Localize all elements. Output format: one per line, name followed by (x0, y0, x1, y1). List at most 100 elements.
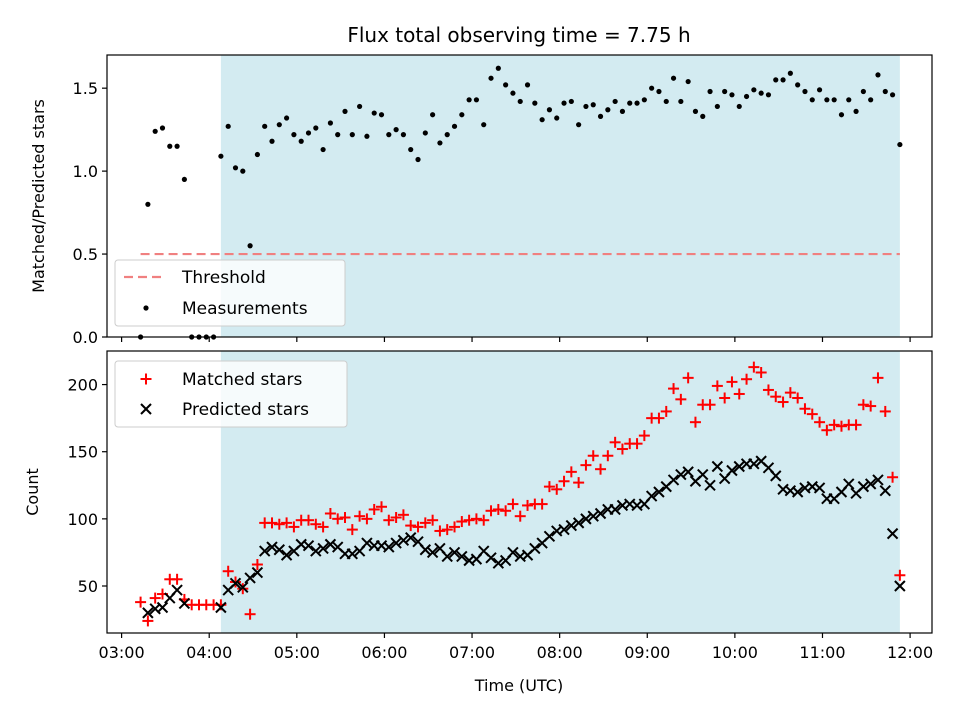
measurement-point (561, 100, 567, 106)
measurement-point (349, 132, 355, 138)
predicted-star-point (229, 577, 242, 590)
measurement-point (663, 98, 669, 105)
measurement-point (765, 92, 772, 98)
matched-star-point (616, 443, 628, 455)
matched-star-point (149, 592, 161, 604)
matched-star-point (266, 517, 278, 529)
measurement-point (576, 122, 582, 128)
measurement-point (853, 108, 859, 114)
matched-star-point (887, 471, 899, 483)
measurement-point (685, 78, 691, 85)
measurement-point (284, 115, 290, 121)
measurement-point (568, 98, 574, 105)
measurement-point (743, 93, 750, 100)
matched-star-point (770, 391, 782, 403)
matched-star-point (682, 372, 694, 384)
y-tick-label: 0.5 (73, 245, 98, 264)
x-tick-label: 08:00 (537, 643, 583, 662)
measurement-point (291, 132, 297, 138)
predicted-star-point (397, 534, 410, 547)
legend-predicted-label: Predicted stars (182, 400, 309, 420)
y-tick-label: 200 (67, 376, 98, 395)
measurement-point (889, 92, 896, 98)
matched-star-point (565, 466, 577, 478)
predicted-star-point (726, 464, 738, 477)
measurement-point (495, 65, 501, 71)
matched-star-point (354, 510, 366, 522)
matched-star-point (470, 513, 482, 525)
predicted-star-point (682, 466, 694, 478)
matched-star-point (894, 569, 906, 581)
matched-star-point (573, 477, 585, 489)
predicted-star-point (711, 460, 724, 473)
measurement-point (181, 176, 187, 183)
predicted-star-point (178, 597, 191, 610)
matched-star-point (602, 450, 614, 462)
predicted-star-point (302, 540, 315, 552)
matched-star-point (514, 510, 526, 522)
matched-star-point (850, 419, 862, 431)
matched-star-point (427, 514, 439, 526)
measurement-point (415, 156, 421, 163)
matched-star-point (638, 430, 650, 442)
x-axis-label: Time (UTC) (474, 676, 563, 695)
bottom-panel: 50 100 150 200 03:00 04:00 05:00 06:00 07:00 08:… (23, 350, 933, 695)
predicted-stars-points (142, 455, 906, 619)
matched-star-point (879, 405, 891, 417)
measurement-point (612, 98, 618, 105)
matched-star-point (609, 436, 621, 448)
predicted-star-point (886, 527, 899, 540)
y-tick-label: 100 (67, 510, 98, 529)
matched-star-point (522, 499, 534, 511)
measurement-point (408, 146, 414, 153)
measurement-point (335, 132, 341, 138)
matched-star-point (412, 521, 424, 533)
predicted-star-point (733, 460, 745, 473)
matched-star-point (835, 420, 847, 432)
measurement-point (174, 143, 180, 149)
measurement-point (276, 122, 282, 128)
predicted-star-point (251, 566, 264, 579)
measurement-point (444, 132, 450, 138)
measurement-point (357, 103, 363, 110)
matched-star-point (558, 475, 570, 487)
matched-star-point (668, 383, 680, 395)
predicted-star-point (587, 510, 599, 522)
top-panel: 0.0 0.5 1.0 1.5 Matched/Predicted stars Thr… (29, 54, 933, 347)
measurement-point (225, 123, 231, 129)
predicted-star-point (843, 478, 855, 490)
matched-star-point (580, 459, 592, 471)
measurement-point (466, 97, 472, 103)
measurement-point (692, 108, 699, 114)
measurement-point (751, 87, 757, 93)
matched-star-point (142, 615, 154, 627)
predicted-star-point (609, 503, 621, 516)
x-tick-label: 10:00 (712, 643, 758, 662)
matched-star-point (171, 573, 183, 585)
predicted-star-point (857, 480, 870, 493)
matched-star-point (711, 380, 723, 392)
top-y-ticks: 0.0 0.5 1.0 1.5 (73, 79, 107, 347)
bottom-legend-box (114, 360, 348, 428)
predicted-star-point (543, 530, 556, 543)
predicted-star-point (872, 474, 884, 486)
matched-stars-points (135, 361, 906, 627)
measurement-point (342, 108, 348, 114)
predicted-star-point (142, 607, 154, 619)
matched-star-point (456, 516, 468, 528)
measurement-point (400, 132, 407, 138)
measurement-point (678, 98, 684, 105)
matched-star-point (792, 392, 804, 404)
matched-star-point (441, 524, 453, 536)
measurement-point (145, 201, 151, 207)
measurement-point (605, 107, 611, 113)
measurement-point (838, 112, 845, 118)
measurement-point (459, 112, 465, 118)
matched-star-point (748, 361, 760, 373)
measurement-point (159, 125, 166, 131)
measurement-point (816, 87, 823, 93)
predicted-star-point (770, 470, 782, 482)
matched-star-point (273, 518, 285, 530)
predicted-star-point (667, 474, 680, 486)
legend-predicted-marker (140, 403, 152, 415)
